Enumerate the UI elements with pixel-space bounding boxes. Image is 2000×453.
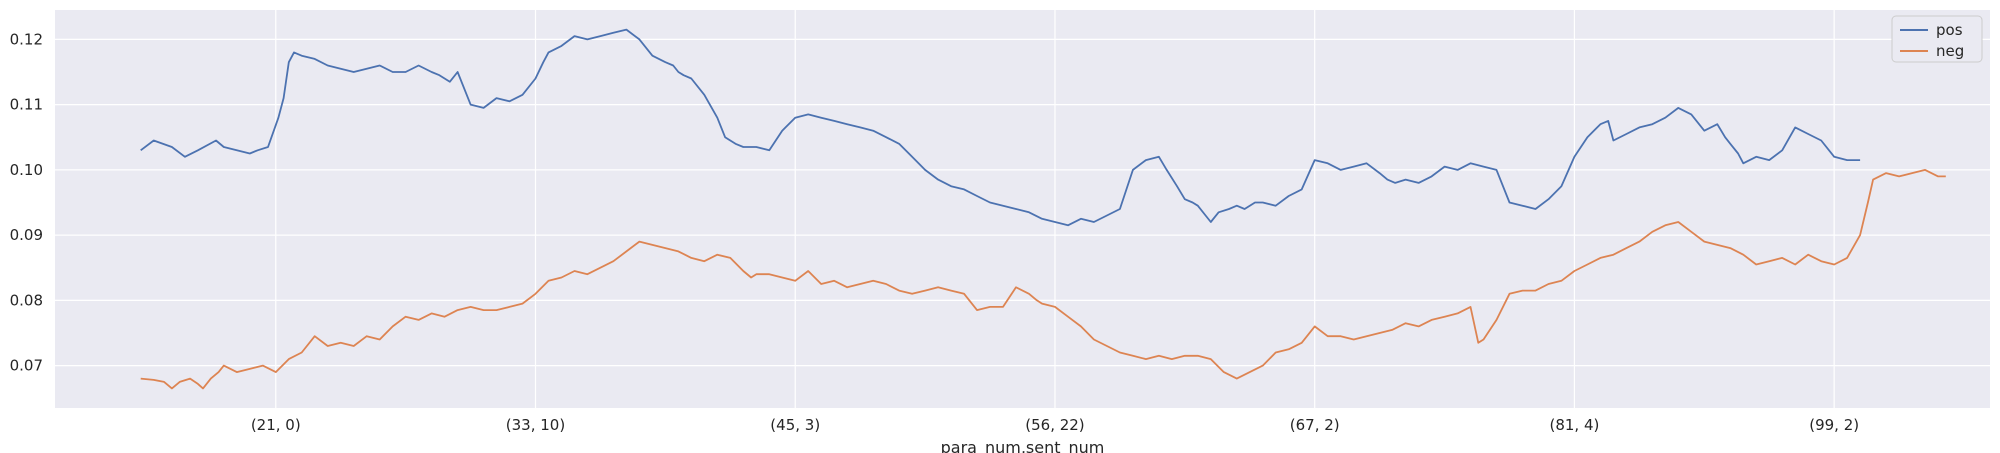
x-tick-label: (67, 2) (1290, 416, 1340, 434)
y-tick-label: 0.07 (10, 357, 43, 375)
x-tick-label: (99, 2) (1809, 416, 1859, 434)
y-tick-label: 0.09 (10, 226, 43, 244)
x-tick-label: (33, 10) (506, 416, 565, 434)
x-axis-title: para_num,sent_num (941, 438, 1105, 453)
y-tick-label: 0.08 (10, 291, 43, 309)
y-tick-label: 0.12 (10, 30, 43, 48)
legend: pos neg (1891, 15, 1983, 63)
y-tick-label: 0.11 (10, 96, 43, 114)
series-lines (140, 28, 1946, 390)
x-tick-label: (56, 22) (1025, 416, 1084, 434)
legend-label-neg: neg (1936, 42, 1964, 60)
y-gridlines (55, 38, 1990, 367)
x-tick-label: (21, 0) (251, 416, 301, 434)
x-tick-labels: (21, 0) (33, 10) (45, 3) (56, 22) (67, 2) (81… (251, 416, 1859, 434)
legend-label-pos: pos (1936, 21, 1963, 39)
series-line-neg (140, 169, 1946, 390)
x-gridlines (275, 10, 1835, 408)
series-line-pos (140, 28, 1861, 227)
y-tick-label: 0.10 (10, 161, 43, 179)
x-tick-label: (45, 3) (770, 416, 820, 434)
x-tick-label: (81, 4) (1549, 416, 1599, 434)
plot-area (55, 10, 1990, 408)
y-tick-labels: 0.07 0.08 0.09 0.10 0.11 0.12 (10, 30, 43, 374)
